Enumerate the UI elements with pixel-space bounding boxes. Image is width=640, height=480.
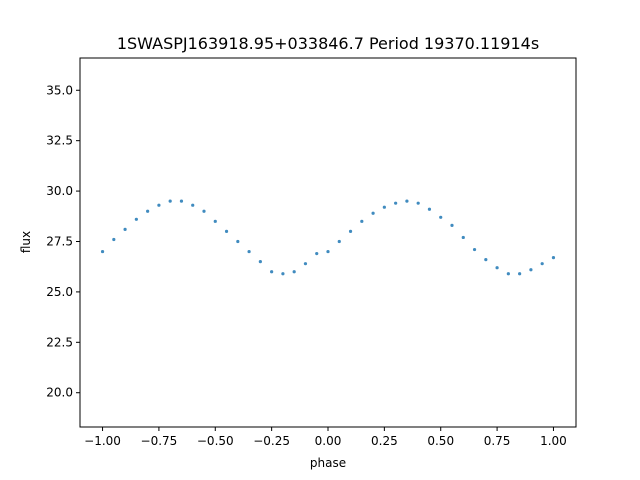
y-tick-label: 20.0 (46, 386, 73, 400)
data-point (348, 229, 353, 234)
data-point (213, 219, 217, 223)
data-point (258, 260, 262, 264)
x-axis-label: phase (310, 456, 346, 470)
x-tick-label: 0.50 (427, 434, 454, 448)
data-point (337, 239, 341, 244)
data-point (405, 199, 409, 203)
data-point (326, 249, 330, 254)
data-point (270, 270, 274, 274)
y-tick-label: 30.0 (46, 184, 73, 198)
x-tick-label: −1.00 (84, 434, 121, 448)
data-point (529, 268, 533, 272)
data-point (100, 249, 105, 254)
y-axis-label: flux (19, 231, 33, 253)
data-point (191, 203, 195, 207)
data-point (123, 227, 127, 231)
data-point (484, 258, 488, 262)
data-point (506, 272, 510, 276)
data-point (315, 251, 319, 256)
data-point (168, 199, 172, 203)
data-point (394, 201, 398, 205)
data-point (551, 256, 556, 260)
data-point (518, 272, 522, 276)
data-point (157, 203, 161, 207)
data-point (495, 266, 499, 270)
data-point (382, 205, 386, 209)
data-point (179, 199, 184, 203)
data-point (112, 237, 116, 242)
scatter-points (100, 199, 556, 276)
data-point (224, 229, 229, 234)
x-tick-label: −0.50 (197, 434, 234, 448)
data-point (427, 207, 432, 211)
chart-title: 1SWASPJ163918.95+033846.7 Period 19370.1… (117, 34, 539, 53)
data-point (134, 217, 138, 221)
x-tick-label: 0.00 (315, 434, 342, 448)
y-tick-label: 27.5 (46, 234, 73, 248)
data-point (247, 249, 251, 254)
data-point (416, 201, 420, 205)
data-point (371, 211, 375, 215)
data-point (202, 209, 206, 213)
y-axis-ticks: 20.0 22.5 25.0 27.5 30.0 32.5 35.0 (46, 83, 80, 400)
data-point (472, 247, 477, 252)
y-tick-label: 35.0 (46, 83, 73, 97)
data-point (292, 270, 296, 274)
x-axis-ticks: −1.00 −0.75 −0.50 −0.25 0.00 0.25 0.50 0.75 1.00 (84, 427, 567, 448)
data-point (439, 215, 443, 219)
x-tick-label: −0.75 (141, 434, 178, 448)
y-tick-label: 32.5 (46, 134, 73, 148)
data-point (461, 235, 465, 240)
y-tick-label: 22.5 (46, 335, 73, 349)
data-point (281, 272, 285, 276)
x-tick-label: 1.00 (540, 434, 567, 448)
x-tick-label: 0.75 (484, 434, 511, 448)
data-point (236, 239, 240, 244)
data-point (146, 209, 150, 213)
y-tick-label: 25.0 (46, 285, 73, 299)
x-tick-label: −0.25 (253, 434, 290, 448)
data-point (540, 262, 544, 266)
x-tick-label: 0.25 (371, 434, 398, 448)
data-point (450, 223, 454, 227)
data-point (360, 219, 364, 223)
data-point (303, 262, 308, 266)
